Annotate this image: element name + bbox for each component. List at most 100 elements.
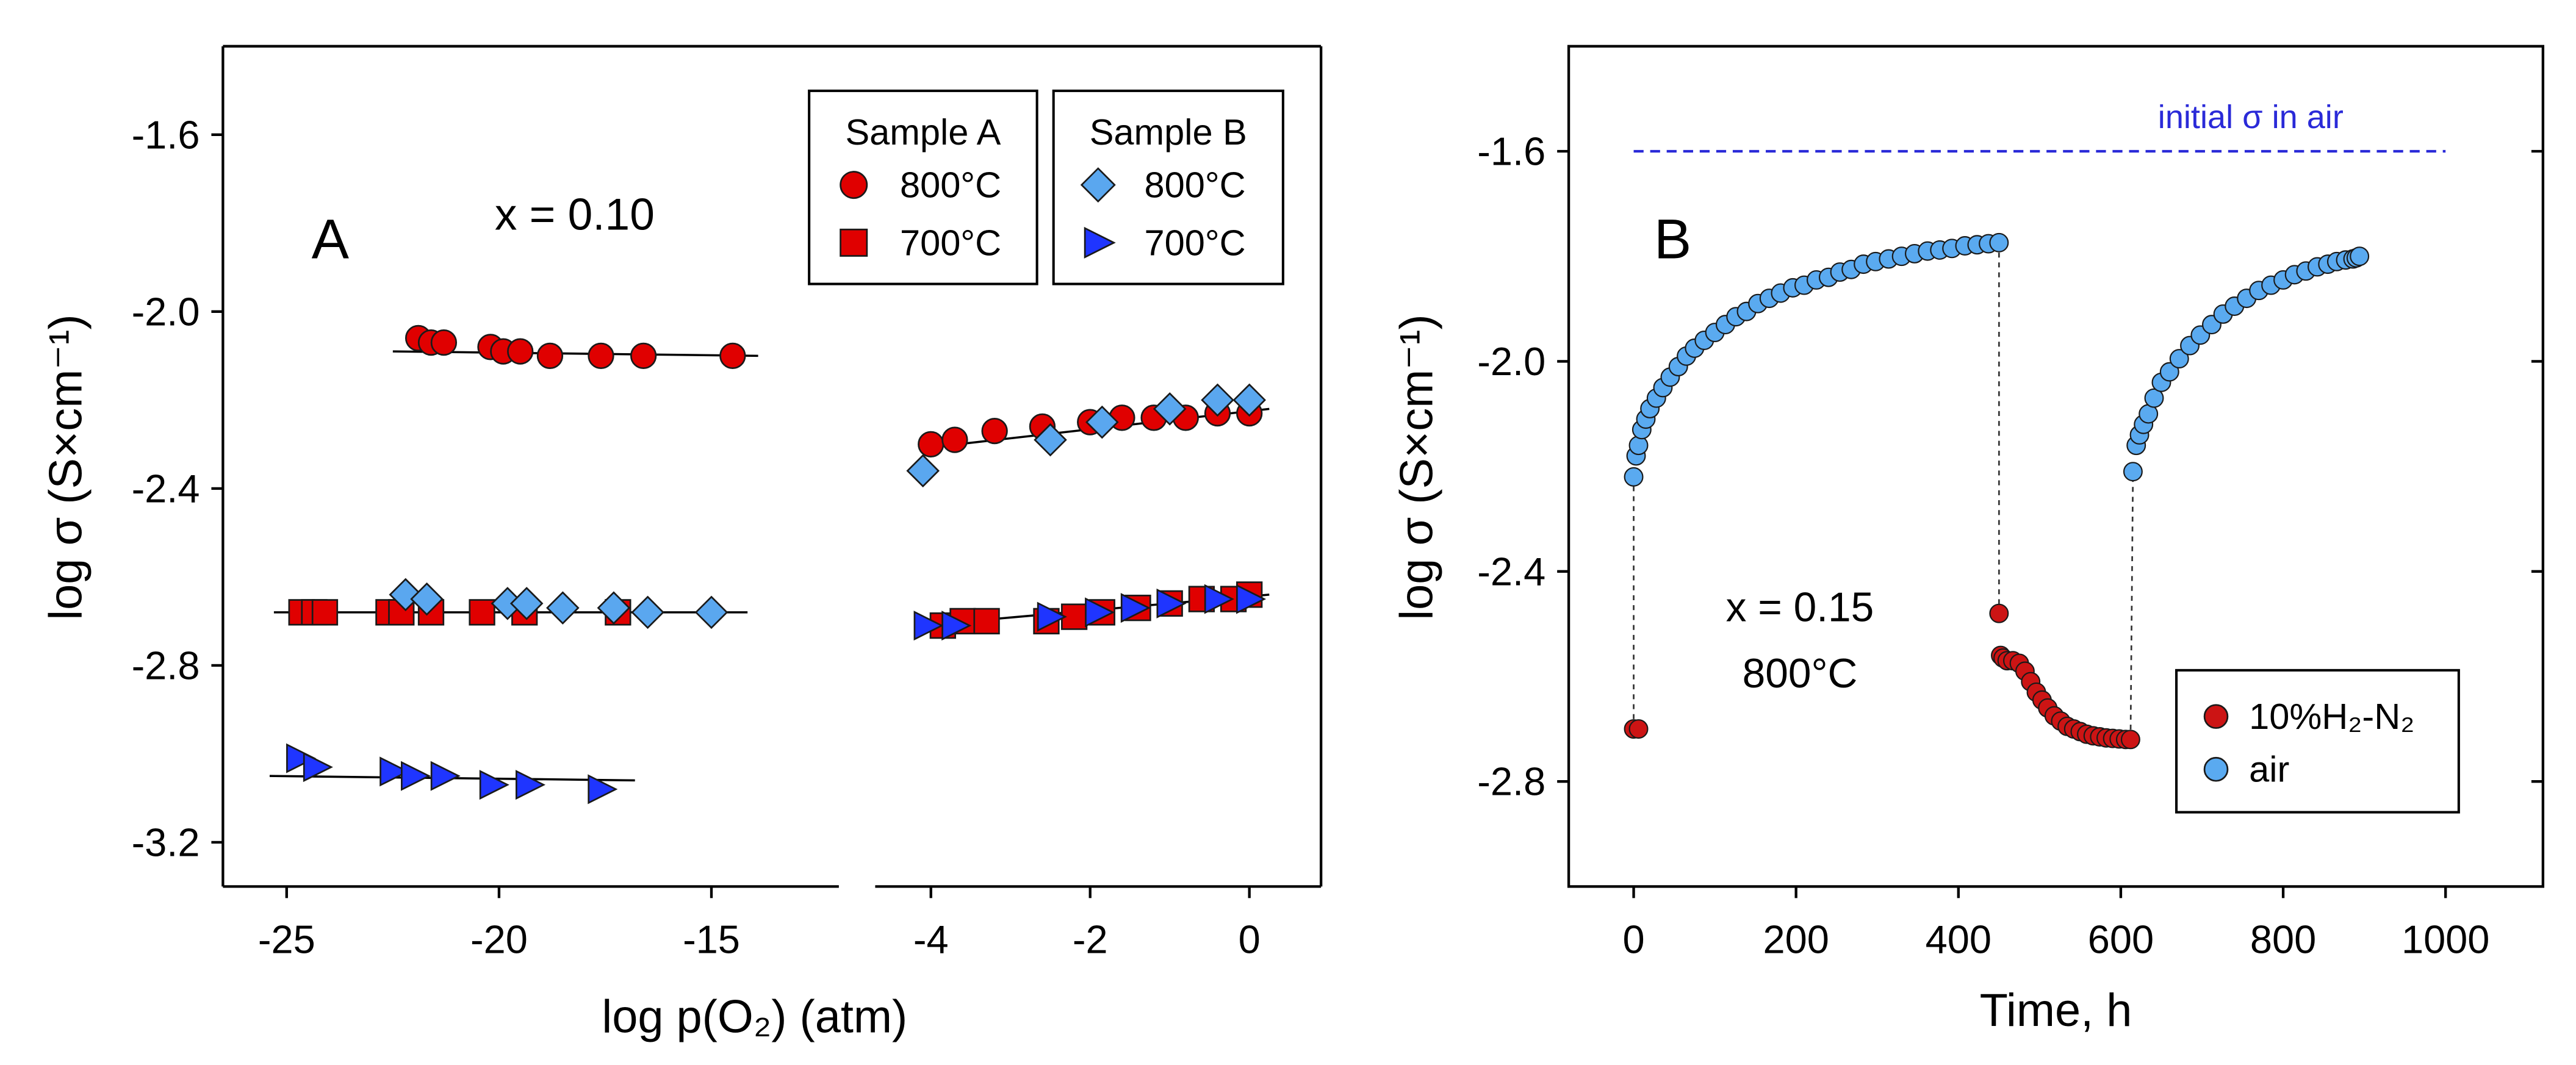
y-tick-label: -2.4	[1477, 549, 1545, 593]
x-tick-label: 0	[1622, 917, 1644, 961]
point	[1628, 719, 1649, 739]
point	[2123, 462, 2143, 482]
point	[913, 611, 944, 641]
point	[1989, 603, 2009, 623]
legend-label: 800°C	[1145, 165, 1246, 206]
panel-label: B	[1654, 208, 1691, 270]
point	[1232, 383, 1266, 417]
point	[1085, 597, 1115, 628]
point	[941, 426, 968, 453]
point	[286, 743, 317, 773]
legend-label: 800°C	[900, 165, 1001, 206]
point	[630, 342, 657, 370]
point	[981, 417, 1008, 445]
y-tick-label: -2.0	[132, 289, 200, 334]
point	[536, 342, 564, 370]
point	[430, 761, 461, 791]
legend-marker	[2203, 704, 2229, 729]
x-tick-label: 800	[2250, 917, 2316, 961]
legend-box	[2175, 669, 2460, 814]
point	[509, 587, 544, 620]
x-tick-label: 400	[1926, 917, 1991, 961]
x-tick-label: 600	[2088, 917, 2154, 961]
y-tick-label: -2.4	[132, 466, 200, 511]
point	[515, 770, 546, 800]
point	[2120, 730, 2140, 750]
point	[588, 774, 618, 805]
point	[719, 342, 746, 370]
y-tick-label: -1.6	[1477, 129, 1545, 174]
x-tick-label: 0	[1239, 917, 1261, 961]
legend-marker	[1084, 226, 1116, 259]
point	[507, 338, 534, 365]
y-tick-label: -1.6	[132, 112, 200, 157]
point	[1236, 584, 1267, 614]
point	[401, 761, 431, 791]
point	[918, 431, 944, 458]
point	[546, 591, 580, 625]
annotation: 800°C	[1743, 651, 1858, 697]
point	[430, 329, 458, 356]
point	[2350, 246, 2370, 267]
legend-title: Sample B	[1090, 112, 1247, 152]
point	[410, 582, 444, 616]
point	[2169, 349, 2189, 369]
point	[311, 599, 339, 626]
point	[941, 611, 972, 641]
point	[1628, 436, 1649, 456]
legend-marker	[2203, 756, 2229, 782]
x-tick-label: -2	[1073, 917, 1108, 961]
annotation: x = 0.10	[495, 190, 655, 239]
panel-label: A	[312, 208, 350, 270]
point	[469, 599, 495, 626]
legend-marker	[840, 171, 868, 199]
x-tick-label: -4	[913, 917, 949, 961]
x-tick-label: 1000	[2402, 917, 2489, 961]
y-tick-label: -2.8	[132, 643, 200, 687]
frame	[1567, 45, 2545, 888]
x-axis-label: log p(O₂) (atm)	[602, 991, 907, 1043]
point	[380, 756, 410, 787]
legend-label: 700°C	[1145, 222, 1246, 263]
legend-marker	[840, 228, 868, 257]
legend-label: 10%H₂-N₂	[2249, 696, 2414, 737]
point	[694, 595, 729, 629]
point	[588, 342, 614, 370]
legend-title: Sample A	[845, 112, 1001, 152]
legend-label: 700°C	[900, 222, 1001, 263]
point	[1153, 392, 1187, 426]
point	[1120, 593, 1151, 623]
x-tick-label: -15	[683, 917, 740, 961]
annotation: x = 0.15	[1726, 585, 1874, 631]
point	[906, 454, 940, 488]
point	[973, 608, 1000, 635]
point	[1624, 467, 1644, 487]
y-tick-label: -3.2	[132, 820, 200, 864]
point	[597, 591, 631, 625]
y-axis-label: log σ (S×cm⁻¹)	[40, 314, 92, 620]
point	[1156, 588, 1187, 619]
point	[303, 752, 333, 783]
fit-line	[392, 350, 758, 357]
y-tick-label: -2.0	[1477, 339, 1545, 384]
point	[1989, 232, 2009, 253]
legend-marker	[1080, 167, 1116, 203]
point	[1085, 405, 1119, 439]
point	[1201, 383, 1234, 417]
y-tick-label: -2.8	[1477, 759, 1545, 804]
reference-label: initial σ in air	[2158, 99, 2344, 135]
x-tick-label: 200	[1763, 917, 1829, 961]
point	[631, 595, 664, 629]
x-tick-label: -20	[470, 917, 528, 961]
point	[1204, 584, 1234, 614]
point	[1037, 601, 1067, 632]
point	[389, 578, 423, 612]
point	[479, 770, 509, 800]
point	[2144, 388, 2164, 408]
x-tick-label: -25	[258, 917, 315, 961]
x-axis-label: Time, h	[1980, 984, 2132, 1036]
point	[2159, 362, 2179, 382]
